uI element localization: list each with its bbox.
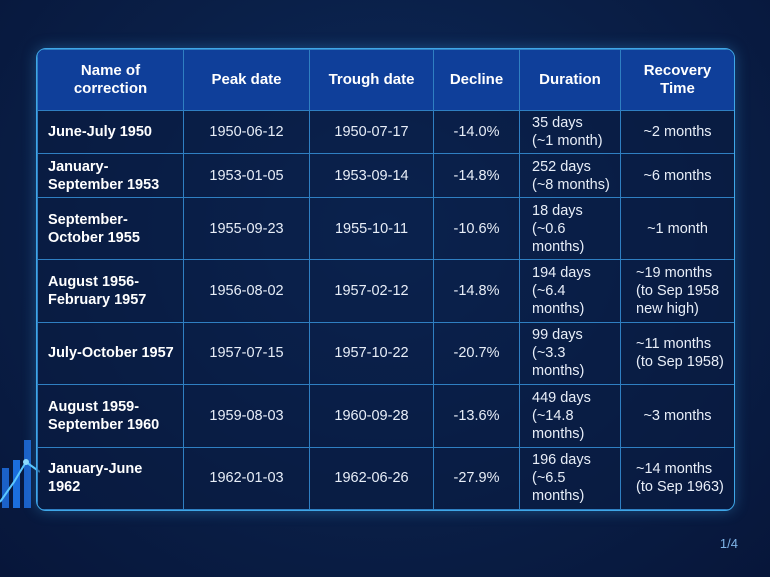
- table-row: January-June 1962 1962-01-03 1962-06-26 -27…: [37, 446, 734, 510]
- page-number: 1/4: [719, 536, 738, 551]
- header-name: Name of correction: [37, 49, 184, 111]
- header-decline: Decline: [433, 49, 520, 111]
- duration-line: 99 days: [532, 327, 583, 344]
- cell-trough-date: 1957-02-12: [309, 259, 434, 323]
- duration-line: (~6.5 months): [532, 470, 585, 505]
- cell-correction-name: January-September 1953: [37, 153, 184, 198]
- cell-peak-date: 1962-01-03: [183, 446, 310, 510]
- duration-line: (~14.8 months): [532, 407, 585, 442]
- cell-duration: 18 days (~0.6 months): [519, 196, 621, 261]
- cell-recovery-time: ~11 months (to Sep 1958): [620, 321, 734, 386]
- deco-trend-line: [0, 460, 40, 503]
- table-row: June-July 1950 1950-06-12 1950-07-17 -14.0%…: [37, 109, 734, 155]
- cell-recovery-time: ~14 months (to Sep 1963): [620, 446, 734, 510]
- header-duration: Duration: [519, 49, 621, 111]
- header-trough-date: Trough date: [309, 49, 434, 111]
- deco-bar: [13, 460, 20, 508]
- recovery-line: ~14 months: [636, 461, 713, 478]
- recovery-line: ~11 months: [636, 336, 712, 353]
- cell-decline: -14.0%: [433, 109, 520, 155]
- cell-decline: -27.9%: [433, 446, 520, 510]
- cell-correction-name: August 1959-September 1960: [37, 384, 184, 448]
- cell-correction-name: June-July 1950: [37, 109, 184, 155]
- cell-duration: 252 days (~8 months): [519, 153, 621, 198]
- cell-trough-date: 1953-09-14: [309, 153, 434, 198]
- duration-line: (~3.3 months): [532, 345, 585, 380]
- header-peak-date: Peak date: [183, 49, 310, 111]
- cell-peak-date: 1950-06-12: [183, 109, 310, 155]
- duration-line: (~8 months): [532, 176, 610, 193]
- recovery-line: ~1 month: [647, 220, 708, 237]
- table-row: August 1956-February 1957 1956-08-02 1957-…: [37, 259, 734, 323]
- bar-chart-icon: [0, 440, 40, 508]
- cell-duration: 196 days (~6.5 months): [519, 446, 621, 510]
- cell-decline: -20.7%: [433, 321, 520, 386]
- cell-trough-date: 1957-10-22: [309, 321, 434, 386]
- table-row: January-September 1953 1953-01-05 1953-09-…: [37, 153, 734, 198]
- cell-decline: -13.6%: [433, 384, 520, 448]
- duration-line: 196 days: [532, 452, 591, 469]
- duration-line: 252 days: [532, 158, 591, 175]
- duration-line: 18 days: [532, 202, 583, 219]
- recovery-line: (to Sep 1958): [636, 354, 724, 371]
- corrections-table: Name of correction Peak date Trough date…: [37, 49, 734, 510]
- deco-bar: [2, 468, 9, 508]
- duration-line: 35 days: [532, 115, 583, 132]
- recovery-line: (to Sep 1963): [636, 479, 724, 496]
- cell-trough-date: 1950-07-17: [309, 109, 434, 155]
- cell-recovery-time: ~6 months: [620, 153, 734, 198]
- duration-line: 449 days: [532, 389, 591, 406]
- duration-line: (~1 month): [532, 133, 603, 150]
- cell-peak-date: 1956-08-02: [183, 259, 310, 323]
- cell-peak-date: 1955-09-23: [183, 196, 310, 261]
- recovery-line: new high): [636, 300, 699, 317]
- duration-line: (~0.6 months): [532, 220, 585, 255]
- cell-recovery-time: ~1 month: [620, 196, 734, 261]
- cell-decline: -14.8%: [433, 259, 520, 323]
- header-recovery-time: Recovery Time: [620, 49, 734, 111]
- cell-duration: 99 days (~3.3 months): [519, 321, 621, 386]
- table-row: September-October 1955 1955-09-23 1955-10-…: [37, 196, 734, 261]
- cell-correction-name: July-October 1957: [37, 321, 184, 386]
- recovery-line: (to Sep 1958: [636, 282, 720, 299]
- cell-peak-date: 1957-07-15: [183, 321, 310, 386]
- corrections-table-container: Name of correction Peak date Trough date…: [36, 48, 735, 511]
- cell-trough-date: 1962-06-26: [309, 446, 434, 510]
- deco-bar: [24, 440, 31, 508]
- cell-correction-name: September-October 1955: [37, 196, 184, 261]
- cell-peak-date: 1959-08-03: [183, 384, 310, 448]
- table-header-row: Name of correction Peak date Trough date…: [37, 49, 734, 111]
- recovery-line: ~2 months: [643, 124, 712, 141]
- cell-duration: 449 days (~14.8 months): [519, 384, 621, 448]
- table-row: August 1959-September 1960 1959-08-03 1960…: [37, 384, 734, 448]
- duration-line: 194 days: [532, 264, 591, 281]
- cell-recovery-time: ~19 months (to Sep 1958 new high): [620, 259, 734, 323]
- cell-correction-name: August 1956-February 1957: [37, 259, 184, 323]
- cell-peak-date: 1953-01-05: [183, 153, 310, 198]
- cell-decline: -14.8%: [433, 153, 520, 198]
- cell-recovery-time: ~3 months: [620, 384, 734, 448]
- cell-trough-date: 1960-09-28: [309, 384, 434, 448]
- cell-correction-name: January-June 1962: [37, 446, 184, 510]
- table-row: July-October 1957 1957-07-15 1957-10-22 -20…: [37, 321, 734, 386]
- cell-trough-date: 1955-10-11: [309, 196, 434, 261]
- recovery-line: ~19 months: [636, 264, 713, 281]
- recovery-line: ~6 months: [643, 167, 712, 184]
- cell-recovery-time: ~2 months: [620, 109, 734, 155]
- table-body: June-July 1950 1950-06-12 1950-07-17 -14.0%…: [37, 109, 734, 510]
- deco-trend-point: [23, 459, 29, 465]
- cell-duration: 194 days (~6.4 months): [519, 259, 621, 323]
- cell-decline: -10.6%: [433, 196, 520, 261]
- cell-duration: 35 days (~1 month): [519, 109, 621, 155]
- duration-line: (~6.4 months): [532, 282, 585, 317]
- recovery-line: ~3 months: [643, 407, 712, 424]
